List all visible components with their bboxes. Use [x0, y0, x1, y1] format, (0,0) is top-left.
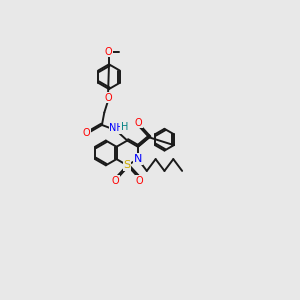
Text: N: N: [134, 154, 142, 164]
Text: NH: NH: [109, 123, 124, 133]
Text: O: O: [83, 128, 90, 138]
Text: H: H: [121, 122, 128, 132]
Text: O: O: [112, 176, 119, 186]
Text: O: O: [135, 176, 143, 186]
Text: O: O: [105, 93, 112, 103]
Text: O: O: [134, 118, 142, 128]
Text: S: S: [124, 160, 131, 170]
Text: O: O: [105, 47, 112, 57]
